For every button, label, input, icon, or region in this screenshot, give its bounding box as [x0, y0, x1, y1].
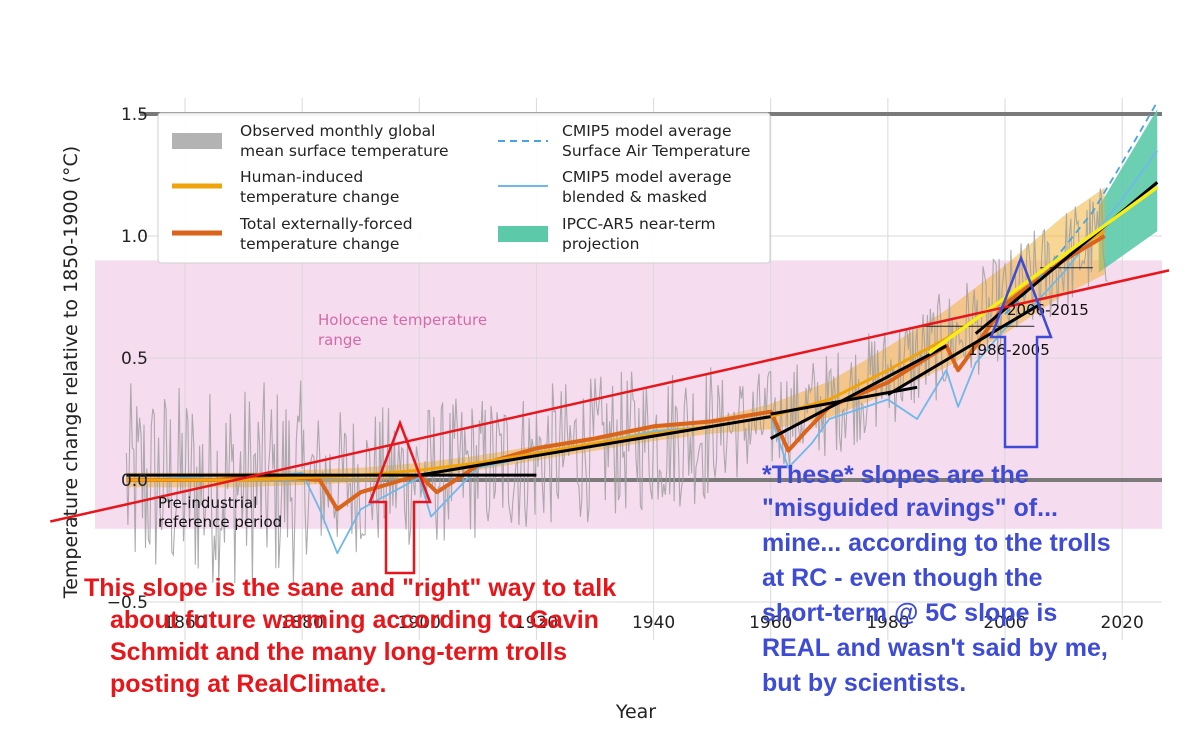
red-arrow-icon [368, 419, 432, 575]
y-tick-1_5: 1.5 [121, 105, 148, 125]
legend-swatch-ipcc [498, 226, 548, 242]
x-tick-1960: 1960 [749, 613, 792, 633]
blue-annotation-line1: *These* slopes are the [762, 461, 1029, 489]
y-tick-neg0_5: −0.5 [107, 593, 148, 613]
legend-observed-line2: mean surface temperature [240, 142, 449, 160]
blue-annotation-line6: REAL and wasn't said by me, [762, 634, 1108, 662]
x-tick-1860: 1860 [163, 613, 206, 633]
blue-annotation: *These* slopes are the "misguided raving… [762, 461, 1111, 697]
blue-annotation-line7: but by scientists. [762, 669, 966, 697]
black-slope-line-5 [887, 303, 1041, 396]
legend-ipcc-line2: projection [562, 235, 639, 253]
legend-ipcc-line1: IPCC-AR5 near-term [562, 215, 716, 233]
x-tick-1920: 1920 [515, 613, 558, 633]
red-annotation-line1: This slope is the sane and "right" way t… [84, 574, 616, 602]
x-axis-label: Year [615, 701, 656, 723]
y-axis-label: Temperature change relative to 1850-1900… [60, 146, 82, 599]
legend: Observed monthly global mean surface tem… [157, 112, 771, 264]
holocene-label-line1: Holocene temperature [318, 311, 487, 329]
blue-annotation-line5: short-term @ 5C slope is [762, 599, 1057, 627]
holocene-label-line2: range [318, 331, 362, 349]
y-tick-1: 1.0 [121, 227, 148, 247]
red-long-term-slope-line [50, 269, 1170, 523]
preindustrial-label-line2: reference period [158, 513, 282, 531]
blue-annotation-line3: mine... according to the trolls [762, 529, 1111, 557]
legend-observed-line1: Observed monthly global [240, 122, 435, 140]
period-label-1986-2005: 1986-2005 [968, 341, 1050, 359]
black-slope-line-4 [770, 344, 948, 440]
blue-annotation-line4: at RC - even though the [762, 564, 1043, 592]
preindustrial-label-line1: Pre-industrial [158, 494, 257, 512]
x-tick-1900: 1900 [398, 613, 441, 633]
annotation-lines-layer [50, 181, 1170, 523]
x-tick-1940: 1940 [632, 613, 675, 633]
yellow-slope-line [927, 185, 1159, 355]
legend-box [157, 112, 771, 264]
x-tick-2020: 2020 [1101, 613, 1144, 633]
legend-human-line2: temperature change [240, 188, 399, 206]
x-tick-1880: 1880 [281, 613, 324, 633]
black-slope-line-2 [419, 415, 771, 477]
y-tick-0: 0.0 [121, 471, 148, 491]
y-tick-0_5: 0.5 [121, 349, 148, 369]
red-annotation-line2: about future warming according to Gavin [110, 606, 599, 634]
tick-labels-layer: 1860 1880 1900 1920 1940 1960 1980 2000 2020 −0.5… [107, 105, 1144, 633]
legend-cmip5-blend-line1: CMIP5 model average [562, 168, 732, 186]
period-label-2006-2015: 2006-2015 [1007, 301, 1089, 319]
blue-annotation-line2: "misguided ravings" of... [762, 494, 1058, 522]
x-tick-1980: 1980 [866, 613, 909, 633]
legend-cmip5-blend-line2: blended & masked [562, 188, 707, 206]
x-tick-2000: 2000 [983, 613, 1026, 633]
red-annotation-line4: posting at RealClimate. [110, 670, 386, 698]
legend-cmip5-sat-line1: CMIP5 model average [562, 122, 732, 140]
legend-human-line1: Human-induced [240, 168, 363, 186]
red-annotation-line3: Schmidt and the many long-term trolls [110, 638, 567, 666]
red-annotation: This slope is the sane and "right" way t… [84, 574, 616, 698]
legend-cmip5-sat-line2: Surface Air Temperature [562, 142, 750, 160]
legend-swatch-observed [172, 133, 222, 149]
total-forced-line [126, 234, 1106, 512]
blue-arrow-icon [989, 254, 1053, 449]
legend-forced-line1: Total externally-forced [239, 215, 413, 233]
legend-forced-line2: temperature change [240, 235, 399, 253]
cmip5-sat-line [1004, 101, 1159, 315]
